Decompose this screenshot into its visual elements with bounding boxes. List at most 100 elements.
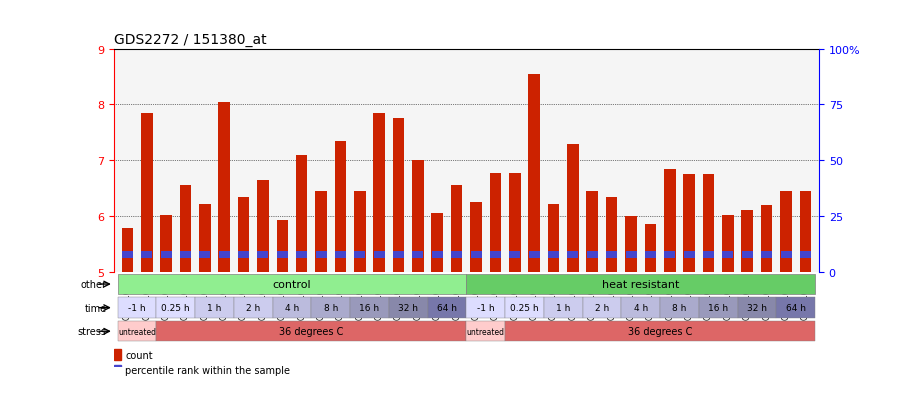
Bar [160,252,172,258]
Bar [742,211,753,272]
Bar [354,252,365,258]
Text: 36 degrees C: 36 degrees C [628,326,693,337]
Bar [199,204,210,272]
Text: other: other [81,279,106,290]
Bar [509,173,521,272]
Bar [800,252,811,258]
Text: count: count [125,350,153,360]
Text: 32 h: 32 h [747,304,767,312]
Bar [431,252,443,258]
Bar [723,216,733,272]
Bar [529,252,540,258]
Bar [490,252,501,258]
Bar [277,221,288,272]
Bar [258,252,268,258]
FancyBboxPatch shape [157,321,466,342]
Bar [723,252,733,258]
Bar [644,225,656,272]
FancyBboxPatch shape [738,298,776,318]
Bar [606,252,617,258]
Text: untreated: untreated [118,327,156,336]
Bar [354,192,366,272]
Text: 32 h: 32 h [399,304,419,312]
Bar [490,173,501,272]
FancyBboxPatch shape [582,298,622,318]
FancyBboxPatch shape [117,321,157,342]
Bar [335,141,346,272]
Bar [141,252,152,258]
Bar [316,252,327,258]
FancyBboxPatch shape [195,298,234,318]
Bar [179,186,191,272]
Bar [587,192,598,272]
Bar [431,214,443,272]
Bar [510,252,521,258]
Text: 4 h: 4 h [285,304,299,312]
FancyBboxPatch shape [622,298,660,318]
Bar [238,197,249,272]
Text: untreated: untreated [467,327,505,336]
FancyBboxPatch shape [117,298,157,318]
Bar [625,216,637,272]
Text: percentile rank within the sample: percentile rank within the sample [125,366,290,375]
Bar [296,252,308,258]
Bar [780,192,792,272]
FancyBboxPatch shape [117,274,466,294]
Bar [114,365,121,376]
Bar [568,252,579,258]
Bar [412,252,423,258]
Bar [393,119,404,272]
Bar [800,192,811,272]
Bar [180,252,191,258]
Text: 8 h: 8 h [672,304,687,312]
Bar [218,103,230,272]
Bar [548,204,560,272]
FancyBboxPatch shape [505,321,815,342]
Bar [703,252,714,258]
Bar [683,175,695,272]
FancyBboxPatch shape [466,298,505,318]
FancyBboxPatch shape [660,298,699,318]
Text: time: time [85,303,106,313]
FancyBboxPatch shape [428,298,466,318]
Bar [625,252,637,258]
Bar [567,144,579,272]
Text: 0.25 h: 0.25 h [161,304,190,312]
Bar [114,349,121,360]
FancyBboxPatch shape [505,298,544,318]
Text: 1 h: 1 h [207,304,222,312]
Bar [781,252,792,258]
Bar [277,252,288,258]
Text: heat resistant: heat resistant [602,279,680,290]
Bar [238,252,249,258]
Bar [683,252,694,258]
Text: control: control [273,279,311,290]
Bar [315,192,327,272]
Bar [761,205,773,272]
FancyBboxPatch shape [466,321,505,342]
Text: 0.25 h: 0.25 h [511,304,539,312]
FancyBboxPatch shape [311,298,350,318]
Text: -1 h: -1 h [128,304,146,312]
Bar [296,155,308,272]
Text: -1 h: -1 h [477,304,494,312]
Text: 16 h: 16 h [359,304,379,312]
Text: 36 degrees C: 36 degrees C [279,326,344,337]
Bar [606,197,618,272]
Bar [529,75,540,272]
Text: 8 h: 8 h [324,304,338,312]
Bar [160,216,172,272]
FancyBboxPatch shape [157,298,195,318]
FancyBboxPatch shape [350,298,389,318]
FancyBboxPatch shape [389,298,428,318]
Text: 64 h: 64 h [437,304,457,312]
Bar [450,186,462,272]
Bar [335,252,346,258]
Bar [122,229,133,272]
Text: 1 h: 1 h [556,304,571,312]
Bar [373,114,385,272]
FancyBboxPatch shape [466,274,815,294]
Bar [218,252,229,258]
Bar [664,169,675,272]
Bar [548,252,559,258]
